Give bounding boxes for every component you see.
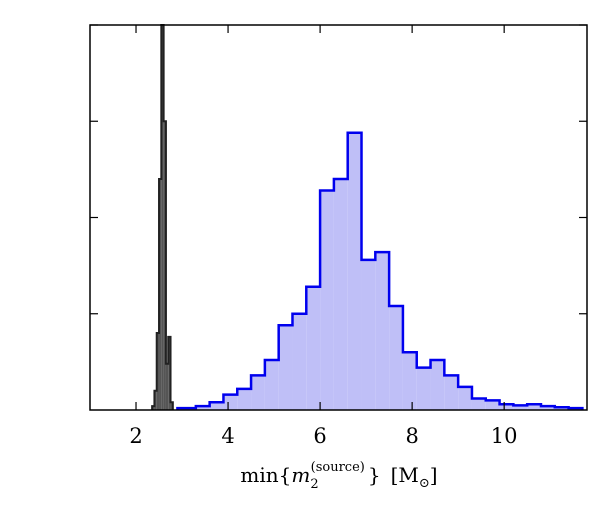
histogram-bar-s0-20 bbox=[458, 386, 472, 410]
x-axis-label-unit-sub: ⊙ bbox=[419, 476, 430, 491]
plot-area bbox=[151, 24, 584, 411]
histogram-bar-s0-21 bbox=[471, 398, 486, 410]
histogram-bar-s0-7 bbox=[278, 325, 293, 410]
histogram-bar-s0-5 bbox=[251, 375, 265, 410]
x-axis-label-subscript: 2 bbox=[310, 477, 318, 492]
histogram-outline-s0 bbox=[176, 131, 584, 410]
histogram-bar-s0-16 bbox=[402, 352, 417, 410]
histogram-bar-s0-2 bbox=[209, 402, 224, 410]
histogram-bar-s0-3 bbox=[223, 394, 238, 410]
histogram-bar-s1-7 bbox=[168, 336, 171, 410]
histogram-bar-s0-6 bbox=[264, 359, 279, 410]
x-axis-label-var: m bbox=[291, 463, 310, 487]
x-axis-label-prefix: min{ bbox=[240, 463, 291, 487]
axis-ticks: 2 4 6 8 10 bbox=[90, 24, 587, 448]
histogram-bar-s1-0 bbox=[152, 406, 155, 410]
histogram-bar-s0-17 bbox=[416, 367, 431, 410]
histogram-bar-s0-23 bbox=[499, 404, 514, 410]
histogram-bar-s0-1 bbox=[195, 406, 210, 410]
histogram-bar-s1-1 bbox=[154, 390, 157, 410]
x-tick-label-2: 6 bbox=[313, 424, 326, 448]
histogram-bar-s1-6 bbox=[165, 363, 169, 410]
x-axis-label: min{m2 (source)} [M⊙] bbox=[240, 460, 437, 492]
histogram-bar-s0-8 bbox=[292, 313, 307, 410]
histogram-bar-s1-3 bbox=[159, 179, 162, 410]
histogram-bar-s0-18 bbox=[430, 359, 445, 410]
histogram-bar-s0-19 bbox=[444, 375, 459, 410]
x-tick-label-1: 4 bbox=[221, 424, 234, 448]
histogram-bar-s0-25 bbox=[527, 404, 541, 410]
histogram-bar-s1-2 bbox=[156, 333, 160, 410]
x-tick-label-3: 8 bbox=[405, 424, 418, 448]
histogram-bar-s0-15 bbox=[389, 306, 403, 410]
x-axis-label-suffix: } bbox=[368, 463, 381, 487]
x-axis-label-superscript: (source) bbox=[311, 460, 365, 475]
x-tick-label-0: 2 bbox=[129, 424, 142, 448]
histogram-bar-s0-24 bbox=[513, 405, 528, 410]
histogram-bar-s0-11 bbox=[333, 179, 348, 410]
histogram-bar-s1-8 bbox=[170, 402, 173, 410]
x-tick-label-4: 10 bbox=[491, 424, 518, 448]
histogram-bar-s0-26 bbox=[540, 406, 555, 410]
histogram-bar-s0-22 bbox=[485, 400, 500, 410]
histogram-bar-s0-13 bbox=[361, 259, 376, 410]
histogram-bar-s0-14 bbox=[375, 252, 390, 410]
histogram-bar-s1-4 bbox=[161, 25, 164, 410]
histogram-bar-s1-5 bbox=[163, 121, 166, 410]
histogram-bar-s0-27 bbox=[554, 407, 569, 410]
histogram-bar-s0-4 bbox=[237, 388, 252, 410]
x-axis-label-unit: [M bbox=[391, 463, 419, 487]
histogram-bar-s0-10 bbox=[320, 190, 334, 410]
histogram-bar-s0-12 bbox=[347, 132, 362, 411]
histogram-bar-s0-9 bbox=[306, 286, 321, 410]
x-axis-label-unit-close: ] bbox=[430, 463, 438, 487]
